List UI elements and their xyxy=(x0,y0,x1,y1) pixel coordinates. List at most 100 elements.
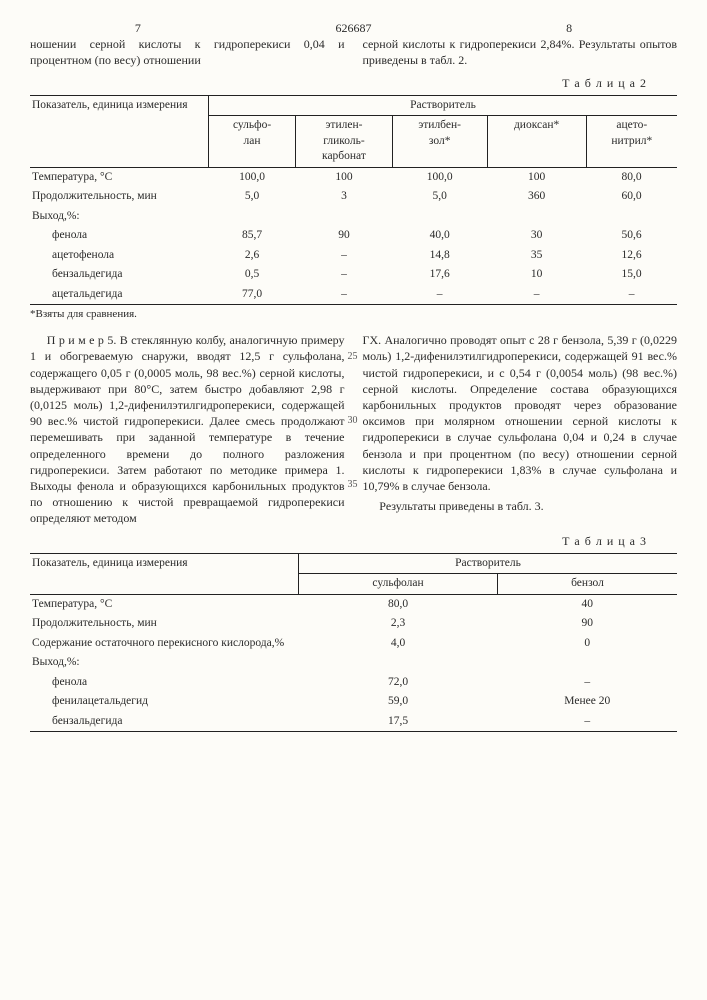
cell xyxy=(299,653,498,673)
table-3: Показатель, единица измерения Растворите… xyxy=(30,553,677,733)
table2-head: Показатель, единица измерения Растворите… xyxy=(30,95,677,167)
line-num-25: 25 xyxy=(348,350,358,364)
row-label: Температура, °С xyxy=(30,167,209,187)
table-row: бензальдегида17,5– xyxy=(30,712,677,732)
cell: 10 xyxy=(487,265,586,285)
cell: 80,0 xyxy=(586,167,677,187)
cell: – xyxy=(296,246,393,266)
cell: 30 xyxy=(487,226,586,246)
cell: 15,0 xyxy=(586,265,677,285)
table-row: Выход,%: xyxy=(30,653,677,673)
page-header: 7 626687 8 xyxy=(30,20,677,36)
row-label: фенилацетальдегид xyxy=(30,692,299,712)
patent-number: 626687 xyxy=(246,20,462,36)
cell: 35 xyxy=(487,246,586,266)
table-row: бензальдегида0,5–17,61015,0 xyxy=(30,265,677,285)
cell: – xyxy=(498,673,677,693)
cell: 14,8 xyxy=(392,246,487,266)
cell xyxy=(487,207,586,227)
t3-header-measure: Показатель, единица измерения xyxy=(30,553,299,594)
cell xyxy=(392,207,487,227)
cell: 0,5 xyxy=(209,265,296,285)
cell: – xyxy=(487,285,586,305)
t2-header-solvent: Растворитель xyxy=(209,95,678,116)
table-row: Температура, °С80,040 xyxy=(30,594,677,614)
intro-columns: ношении серной кислоты к гидроперекиси 0… xyxy=(30,36,677,68)
table-2: Показатель, единица измерения Растворите… xyxy=(30,95,677,306)
body-right: ГХ. Аналогично проводят опыт с 28 г бенз… xyxy=(363,332,678,526)
cell: 40,0 xyxy=(392,226,487,246)
body-left: П р и м е р 5. В стеклянную колбу, анало… xyxy=(30,332,345,526)
row-label: Продолжительность, мин xyxy=(30,187,209,207)
cell xyxy=(498,653,677,673)
row-label: ацетофенола xyxy=(30,246,209,266)
table-row: фенилацетальдегид59,0Менее 20 xyxy=(30,692,677,712)
cell: 100,0 xyxy=(392,167,487,187)
table-row: Продолжительность, мин2,390 xyxy=(30,614,677,634)
table3-head: Показатель, единица измерения Растворите… xyxy=(30,553,677,594)
intro-right: серной кислоты к гидроперекиси 2,84%. Ре… xyxy=(363,36,678,68)
cell: 12,6 xyxy=(586,246,677,266)
cell: 100,0 xyxy=(209,167,296,187)
cell: 5,0 xyxy=(392,187,487,207)
body-columns-wrapper: 25 30 35 П р и м е р 5. В стеклянную кол… xyxy=(30,332,677,526)
table-row: фенола72,0– xyxy=(30,673,677,693)
cell: 90 xyxy=(296,226,393,246)
cell: 5,0 xyxy=(209,187,296,207)
cell: 0 xyxy=(498,634,677,654)
t3-col0: сульфолан xyxy=(299,574,498,595)
table-row: Температура, °С100,0100100,010080,0 xyxy=(30,167,677,187)
table-row: фенола85,79040,03050,6 xyxy=(30,226,677,246)
cell: 90 xyxy=(498,614,677,634)
row-label: Выход,%: xyxy=(30,207,209,227)
cell: 59,0 xyxy=(299,692,498,712)
cell: 360 xyxy=(487,187,586,207)
cell: Менее 20 xyxy=(498,692,677,712)
line-num-30: 30 xyxy=(348,414,358,428)
table2-body: Температура, °С100,0100100,010080,0Продо… xyxy=(30,167,677,305)
t3-col1: бензол xyxy=(498,574,677,595)
t2-col0: сульфо- лан xyxy=(209,116,296,168)
cell: 40 xyxy=(498,594,677,614)
t2-col4: ацето- нитрил* xyxy=(586,116,677,168)
cell: 100 xyxy=(487,167,586,187)
cell: 17,5 xyxy=(299,712,498,732)
cell: – xyxy=(498,712,677,732)
cell: 3 xyxy=(296,187,393,207)
cell: – xyxy=(296,285,393,305)
cell: 77,0 xyxy=(209,285,296,305)
row-label: бензальдегида xyxy=(30,265,209,285)
row-label: Содержание остаточного перекисного кисло… xyxy=(30,634,299,654)
body-right-2: Результаты приведены в табл. 3. xyxy=(363,498,678,514)
row-label: ацетальдегида xyxy=(30,285,209,305)
table3-body: Температура, °С80,040Продолжительность, … xyxy=(30,594,677,732)
row-label: фенола xyxy=(30,673,299,693)
t2-col3: диоксан* xyxy=(487,116,586,168)
cell: 2,6 xyxy=(209,246,296,266)
row-label: фенола xyxy=(30,226,209,246)
cell: 85,7 xyxy=(209,226,296,246)
line-num-35: 35 xyxy=(348,478,358,492)
t2-col1: этилен- гликоль- карбонат xyxy=(296,116,393,168)
cell: 4,0 xyxy=(299,634,498,654)
table3-label: Т а б л и ц а 3 xyxy=(30,533,647,549)
cell: 72,0 xyxy=(299,673,498,693)
cell: 17,6 xyxy=(392,265,487,285)
cell: 2,3 xyxy=(299,614,498,634)
row-label: Выход,%: xyxy=(30,653,299,673)
table2-label: Т а б л и ц а 2 xyxy=(30,75,647,91)
cell: 100 xyxy=(296,167,393,187)
row-label: Температура, °С xyxy=(30,594,299,614)
cell xyxy=(296,207,393,227)
t2-col2: этилбен- зол* xyxy=(392,116,487,168)
cell: – xyxy=(296,265,393,285)
cell xyxy=(586,207,677,227)
cell: 50,6 xyxy=(586,226,677,246)
table-row: ацетальдегида77,0–––– xyxy=(30,285,677,305)
row-label: бензальдегида xyxy=(30,712,299,732)
t3-header-solvent: Растворитель xyxy=(299,553,678,574)
table-row: Продолжительность, мин5,035,036060,0 xyxy=(30,187,677,207)
cell: – xyxy=(586,285,677,305)
t2-header-measure: Показатель, единица измерения xyxy=(30,95,209,167)
page-num-right: 8 xyxy=(461,20,677,36)
